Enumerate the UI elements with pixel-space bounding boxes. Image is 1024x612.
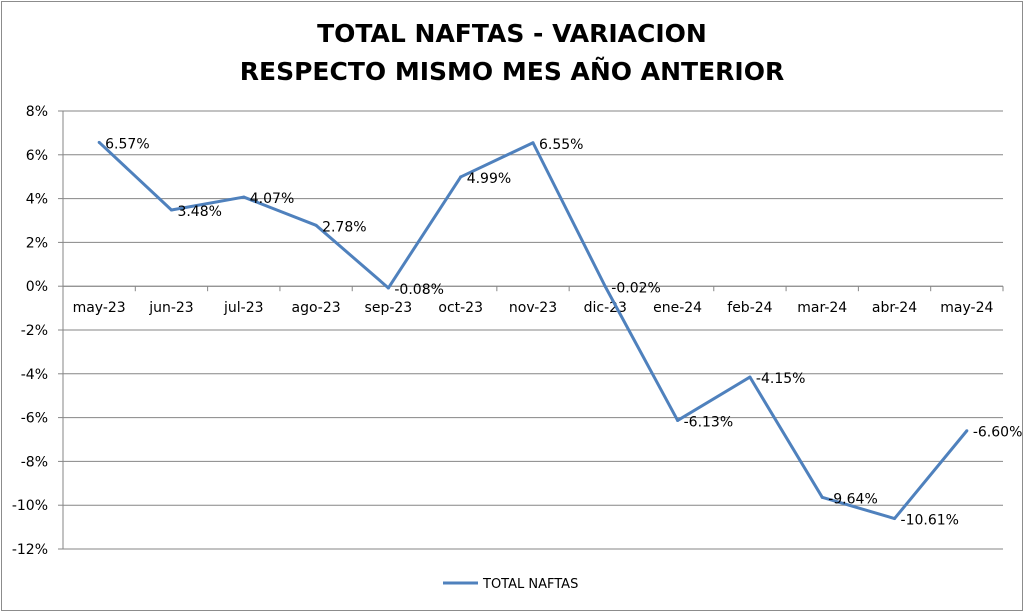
data-label: 6.57%: [105, 136, 149, 152]
data-point: [893, 517, 897, 521]
y-tick-label: -10%: [12, 498, 48, 514]
data-label: -6.60%: [973, 425, 1023, 441]
data-point: [169, 208, 173, 212]
y-tick-label: 6%: [26, 148, 48, 164]
y-tick-label: -6%: [21, 411, 48, 427]
y-tick-label: 4%: [26, 192, 48, 208]
x-tick-label: jun-23: [148, 300, 194, 316]
data-label: 4.07%: [250, 191, 294, 207]
x-tick-label: nov-23: [509, 300, 557, 316]
data-label: 2.78%: [322, 219, 366, 235]
x-tick-label: mar-24: [797, 300, 847, 316]
x-tick-label: jul-23: [223, 300, 264, 316]
data-point: [459, 175, 463, 179]
data-point: [531, 141, 535, 145]
data-label: -4.15%: [756, 371, 806, 387]
x-tick-label: sep-23: [365, 300, 413, 316]
data-label: -0.08%: [394, 282, 444, 298]
x-tick-label: abr-24: [872, 300, 917, 316]
y-tick-label: -12%: [12, 542, 48, 558]
x-tick-label: may-23: [73, 300, 126, 316]
data-label: -0.02%: [611, 281, 661, 297]
data-point: [314, 223, 318, 227]
y-tick-label: -4%: [21, 367, 48, 383]
y-tick-label: 0%: [26, 279, 48, 295]
y-tick-label: -8%: [21, 454, 48, 470]
data-point: [97, 140, 101, 144]
data-label: -6.13%: [684, 414, 734, 430]
x-tick-label: oct-23: [438, 300, 483, 316]
data-label: 3.48%: [177, 204, 221, 220]
chart-title-line-1: TOTAL NAFTAS - VARIACION: [317, 19, 707, 48]
data-point: [603, 285, 607, 289]
x-tick-label: ene-24: [653, 300, 702, 316]
x-tick-label: may-24: [940, 300, 993, 316]
legend: TOTAL NAFTAS: [443, 577, 578, 592]
data-point: [748, 375, 752, 379]
data-point: [676, 418, 680, 422]
y-tick-label: 2%: [26, 235, 48, 251]
data-label: 4.99%: [467, 171, 511, 187]
y-tick-label: -2%: [21, 323, 48, 339]
legend-label: TOTAL NAFTAS: [482, 577, 578, 592]
data-label: 6.55%: [539, 137, 583, 153]
x-tick-label: ago-23: [291, 300, 340, 316]
data-label: -9.64%: [828, 491, 878, 507]
data-point: [965, 429, 969, 433]
data-label: -10.61%: [901, 513, 959, 529]
data-point: [820, 495, 824, 499]
data-point: [242, 195, 246, 199]
data-point: [386, 286, 390, 290]
y-tick-label: 8%: [26, 104, 48, 120]
x-tick-label: feb-24: [727, 300, 772, 316]
chart-title-line-2: RESPECTO MISMO MES AÑO ANTERIOR: [240, 57, 784, 86]
